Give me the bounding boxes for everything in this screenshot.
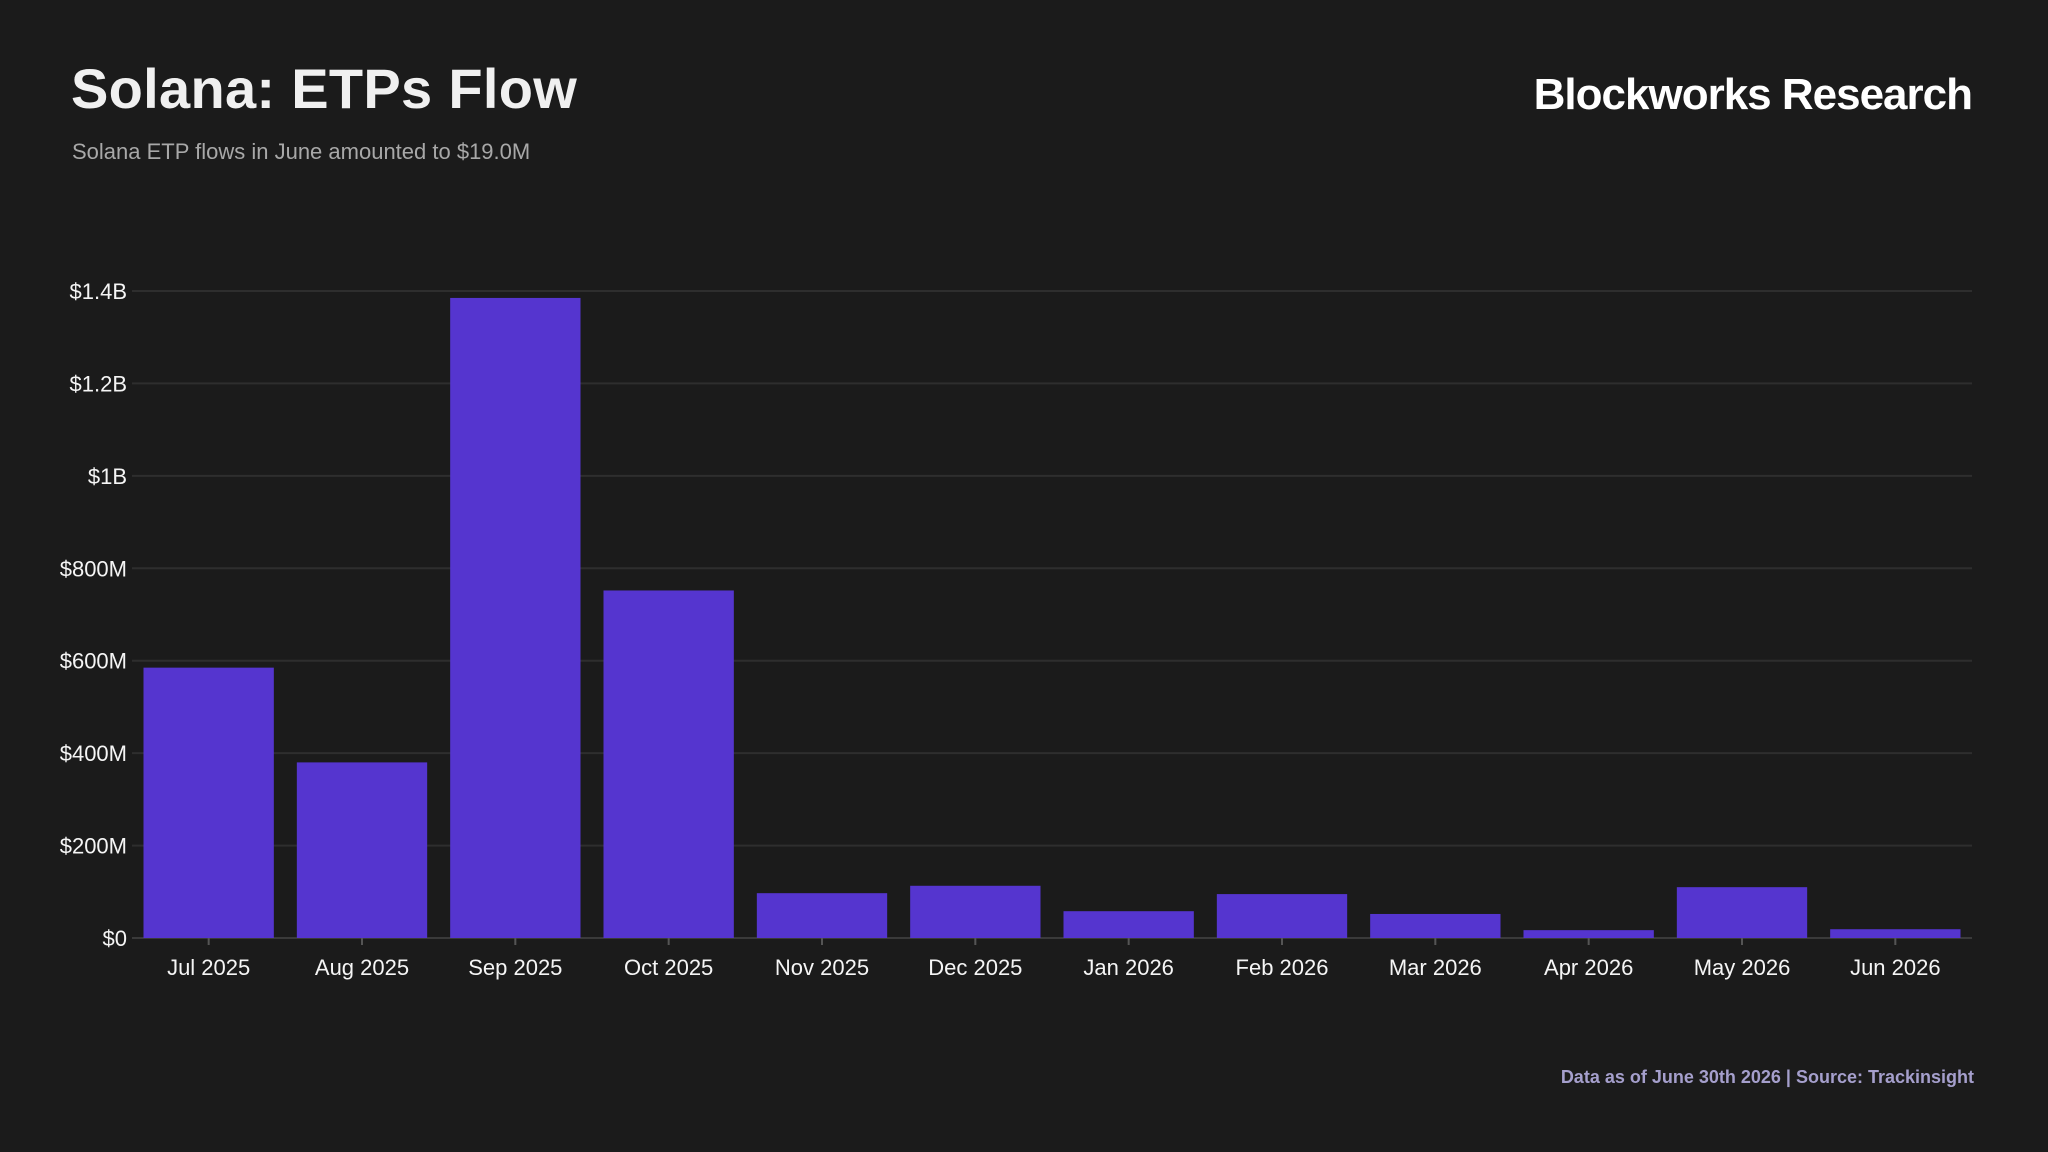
- y-tick-label: $1.4B: [70, 279, 128, 304]
- y-tick-label: $0: [103, 926, 127, 951]
- x-tick-label: Dec 2025: [928, 955, 1022, 980]
- x-tick-label: Sep 2025: [468, 955, 562, 980]
- y-tick-label: $600M: [60, 649, 127, 674]
- x-tick-label: Feb 2026: [1236, 955, 1329, 980]
- x-tick-label: Mar 2026: [1389, 955, 1482, 980]
- bar: [1830, 929, 1961, 938]
- bar: [1370, 913, 1501, 938]
- brand-logo: Blockworks Research: [1533, 70, 1973, 119]
- x-tick-label: Jan 2026: [1083, 955, 1174, 980]
- y-tick-label: $1B: [88, 464, 127, 489]
- bar: [296, 762, 428, 938]
- bar: [1216, 894, 1348, 938]
- bar: [756, 893, 888, 938]
- x-tick-label: Apr 2026: [1544, 955, 1633, 980]
- bar: [603, 590, 734, 938]
- x-tick-label: May 2026: [1694, 955, 1791, 980]
- bar: [1523, 930, 1654, 938]
- chart-subtitle: Solana ETP flows in June amounted to $19…: [72, 139, 531, 164]
- y-tick-label: $800M: [60, 556, 127, 581]
- x-tick-label: Aug 2025: [315, 955, 409, 980]
- bar: [1676, 887, 1808, 938]
- source-note: Data as of June 30th 2026 | Source: Trac…: [1560, 1067, 1974, 1087]
- y-tick-label: $200M: [60, 834, 127, 859]
- bar: [1063, 911, 1194, 938]
- x-tick-label: Nov 2025: [775, 955, 869, 980]
- x-tick-label: Jun 2026: [1850, 955, 1941, 980]
- x-tick-label: Oct 2025: [624, 955, 713, 980]
- x-tick-label: Jul 2025: [167, 955, 250, 980]
- bar: [910, 885, 1041, 938]
- bar: [450, 297, 581, 938]
- chart-title: Solana: ETPs Flow: [71, 57, 578, 120]
- y-tick-label: $400M: [60, 741, 127, 766]
- y-tick-label: $1.2B: [70, 371, 128, 396]
- bar: [143, 667, 274, 938]
